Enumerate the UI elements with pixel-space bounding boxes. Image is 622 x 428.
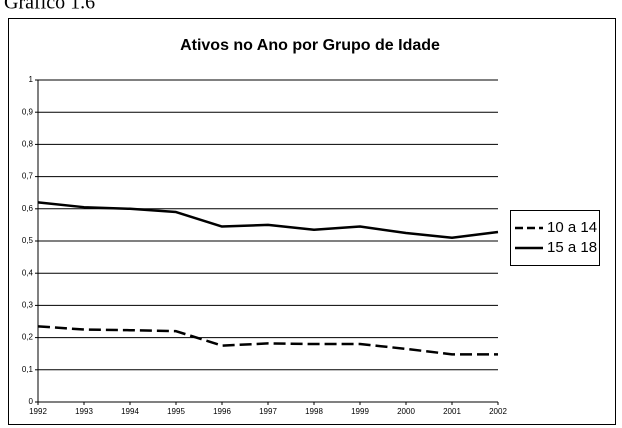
y-tick-label: 0,7 bbox=[22, 172, 34, 181]
x-tick-label: 2000 bbox=[397, 407, 415, 416]
x-tick-label: 2001 bbox=[443, 407, 461, 416]
y-tick-label: 0,5 bbox=[22, 236, 34, 245]
x-tick-label: 1993 bbox=[75, 407, 93, 416]
y-tick-label: 0,8 bbox=[22, 140, 34, 149]
y-tick-label: 0,2 bbox=[22, 333, 34, 342]
y-tick-label: 0,9 bbox=[22, 107, 34, 116]
legend-label: 10 a 14 bbox=[547, 219, 597, 236]
line-series bbox=[37, 201, 499, 240]
x-tick-label: 1996 bbox=[213, 407, 231, 416]
x-tick-label: 1992 bbox=[29, 407, 47, 416]
x-tick-label: 1999 bbox=[351, 407, 369, 416]
y-tick-label: 0,6 bbox=[22, 204, 34, 213]
legend-box bbox=[510, 210, 600, 266]
caption: Gráfico 1.6 bbox=[4, 0, 95, 14]
y-tick-label: 0,3 bbox=[22, 301, 34, 310]
legend-label: 15 a 18 bbox=[547, 239, 597, 256]
x-tick-label: 1995 bbox=[167, 407, 185, 416]
y-tick-label: 0,1 bbox=[22, 365, 34, 374]
line-series bbox=[37, 325, 498, 356]
x-tick-label: 1997 bbox=[259, 407, 277, 416]
y-tick-label: 0,4 bbox=[22, 268, 34, 277]
x-tick-label: 1994 bbox=[121, 407, 139, 416]
y-tick-label: 0 bbox=[29, 397, 34, 406]
x-tick-label: 2002 bbox=[489, 407, 507, 416]
chart-title: Ativos no Ano por Grupo de Idade bbox=[180, 37, 440, 54]
y-tick-label: 1 bbox=[29, 75, 34, 84]
x-tick-label: 1998 bbox=[305, 407, 323, 416]
